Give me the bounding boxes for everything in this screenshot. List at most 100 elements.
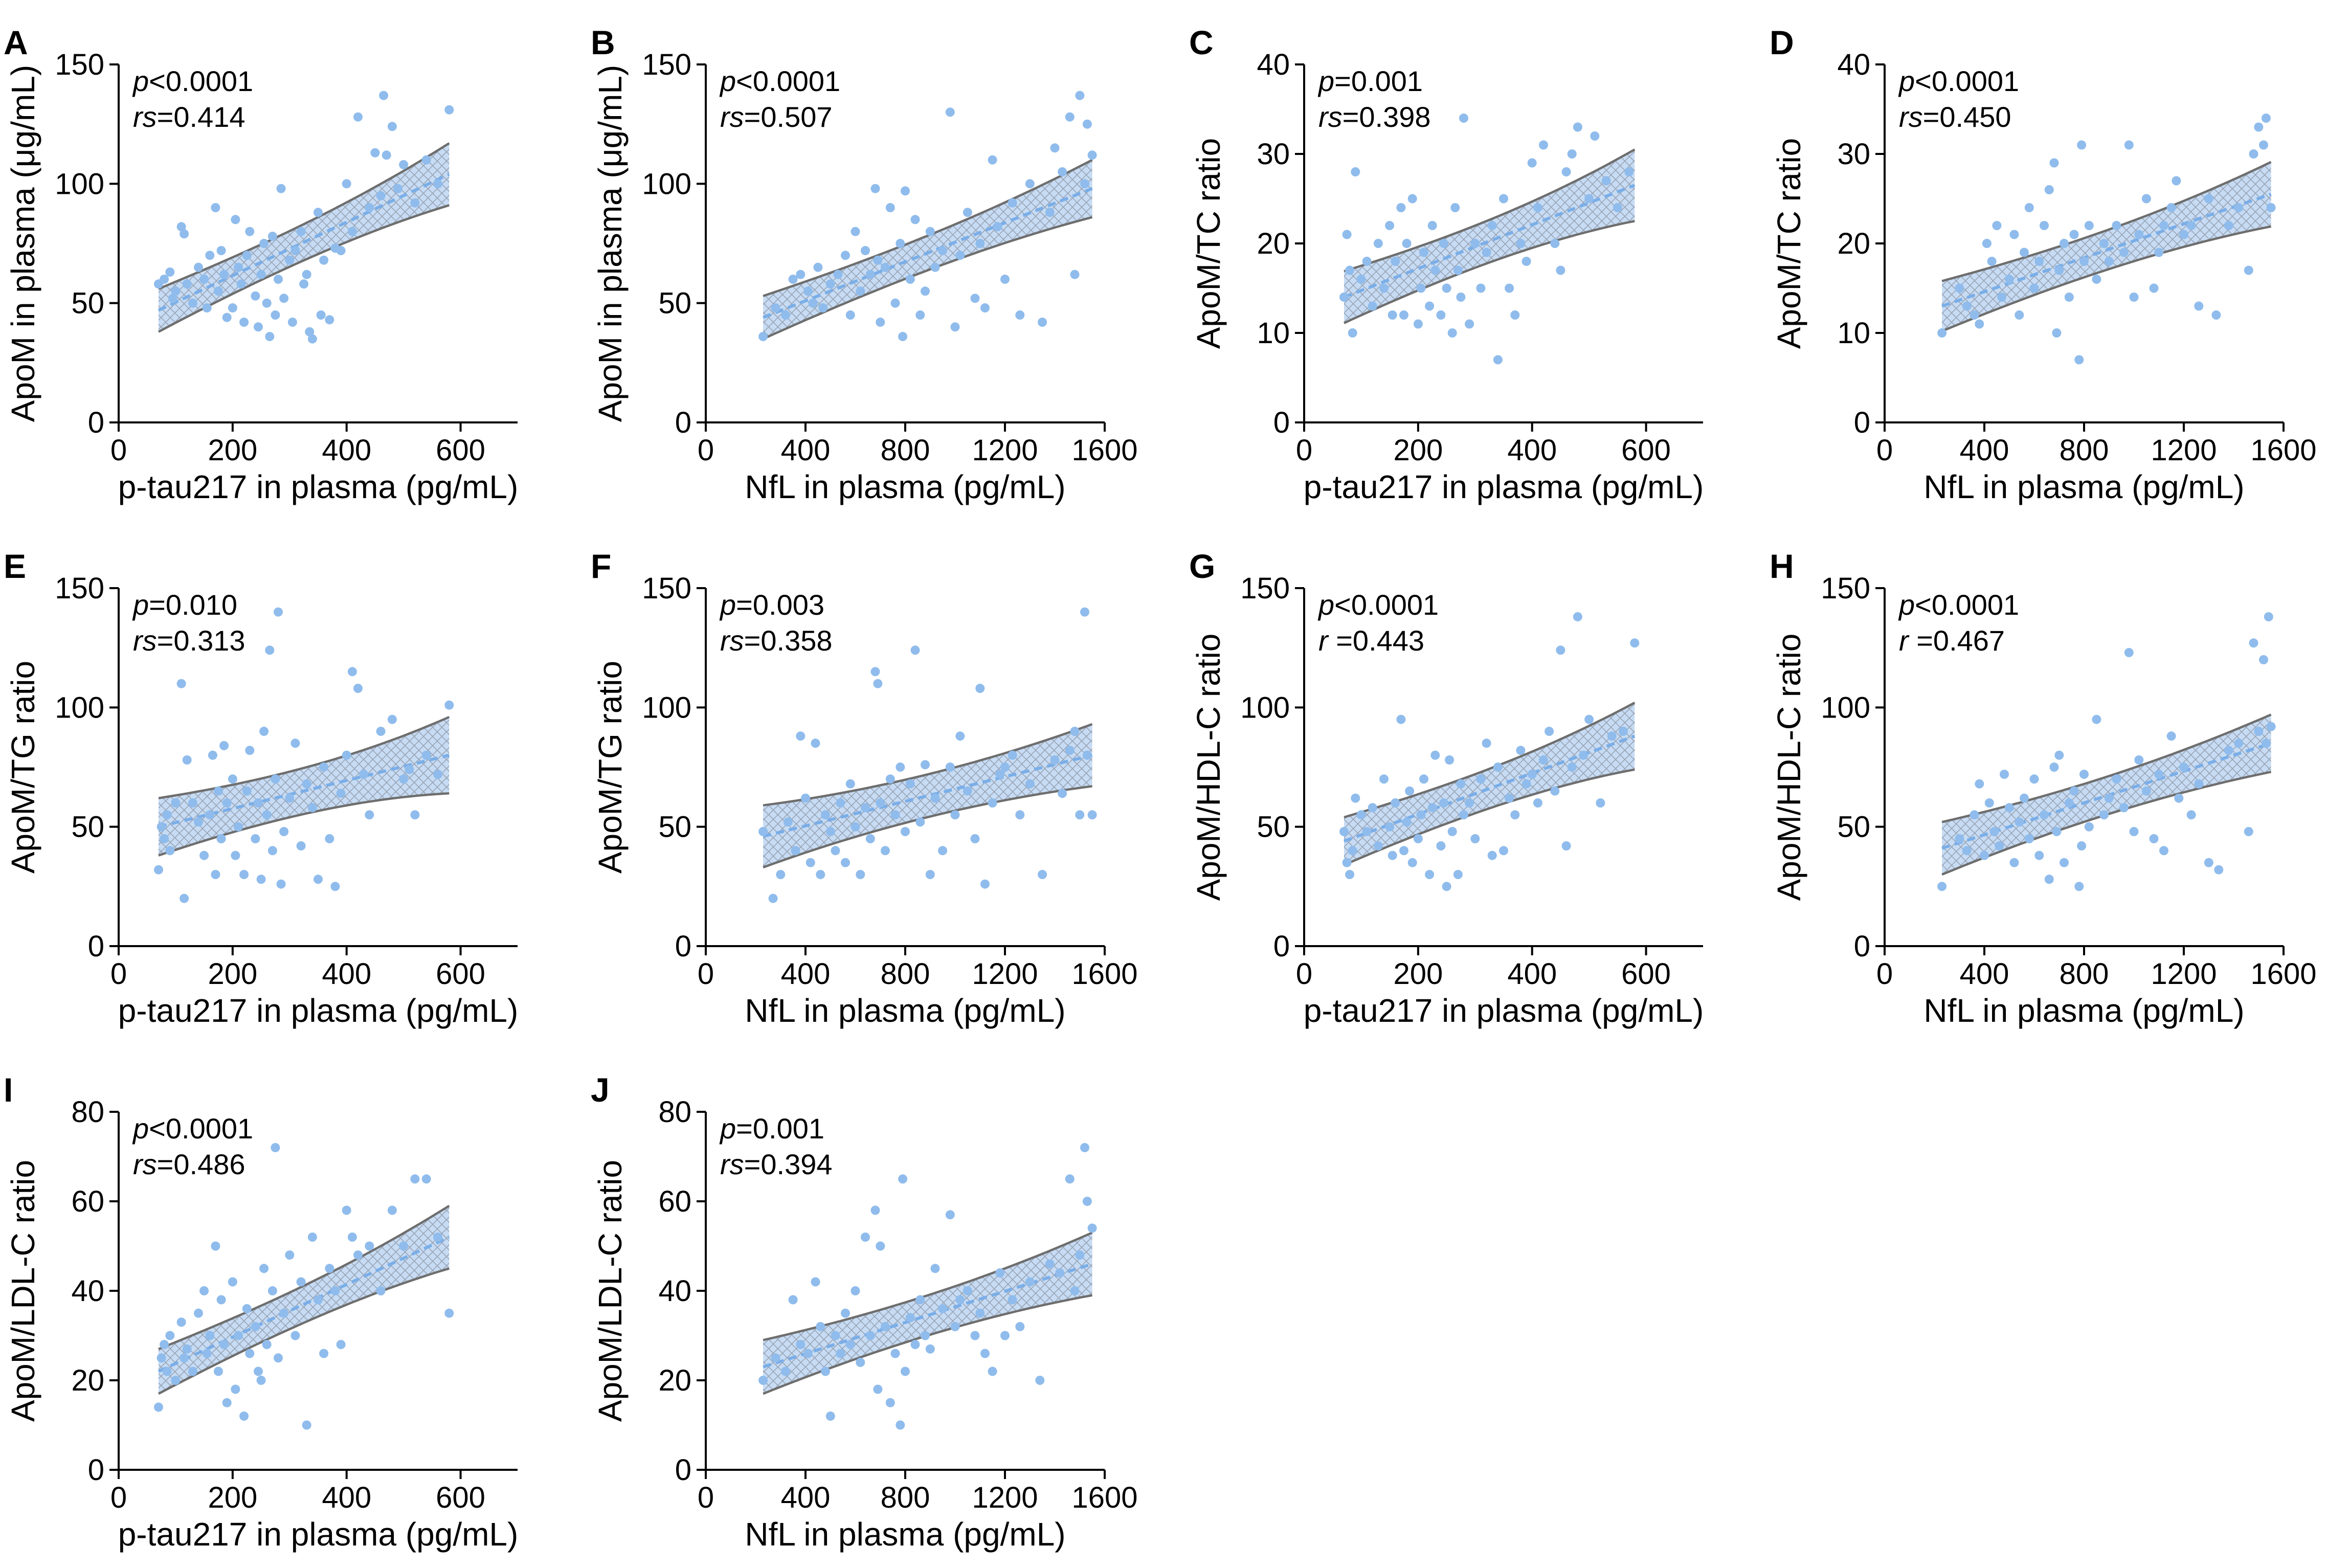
data-point — [988, 1367, 997, 1376]
y-tick-label: 150 — [642, 572, 691, 605]
data-point — [955, 731, 965, 741]
data-point — [2124, 140, 2134, 150]
data-point — [955, 1295, 965, 1305]
data-point — [905, 275, 915, 284]
data-point — [365, 203, 374, 212]
data-point — [910, 1340, 920, 1349]
data-point — [444, 700, 454, 710]
data-point — [231, 1384, 240, 1394]
data-point — [2149, 834, 2159, 843]
x-tick-label: 400 — [322, 434, 371, 467]
data-point — [1447, 827, 1457, 836]
data-point — [276, 184, 286, 193]
data-point — [171, 798, 181, 808]
data-point — [2166, 731, 2176, 741]
data-point — [995, 770, 1005, 779]
y-axis-label: ApoM/LDL-C ratio — [5, 1160, 41, 1422]
data-point — [1339, 293, 1349, 302]
data-point — [841, 251, 850, 260]
x-tick-label: 0 — [698, 957, 714, 991]
data-point — [239, 318, 249, 327]
data-point — [1065, 746, 1075, 755]
data-point — [2099, 810, 2109, 820]
data-point — [1499, 194, 1508, 204]
data-point — [433, 770, 442, 779]
coef-value-text: =0.443 — [1328, 624, 1424, 657]
correlation-coefficient: rs=0.450 — [1899, 101, 2011, 133]
data-point — [1008, 750, 1017, 760]
x-axis-label: NfL in plasma (pg/mL) — [1923, 468, 2244, 505]
data-point — [1015, 310, 1025, 320]
data-point — [1533, 798, 1542, 808]
y-tick-label: 50 — [71, 811, 104, 844]
ci-upper-line — [763, 723, 1093, 807]
data-point — [2179, 230, 2188, 239]
data-point — [1000, 275, 1010, 284]
data-point — [975, 1308, 985, 1318]
data-point — [2054, 265, 2064, 275]
data-point — [2074, 882, 2084, 891]
data-point — [831, 846, 840, 856]
data-point — [885, 1398, 895, 1407]
data-point — [975, 239, 985, 248]
data-point — [1368, 301, 1377, 311]
data-point — [1405, 786, 1415, 796]
data-point — [2040, 221, 2049, 230]
data-point — [2124, 648, 2134, 657]
data-point — [254, 798, 263, 808]
data-point — [421, 1174, 431, 1184]
data-point — [231, 215, 240, 225]
data-point — [1476, 774, 1486, 784]
p-value: p<0.0001 — [1317, 589, 1439, 621]
data-point — [2194, 779, 2204, 789]
data-point — [881, 262, 890, 272]
x-tick-label: 1200 — [972, 434, 1038, 467]
data-point — [1391, 257, 1400, 266]
data-point — [910, 215, 920, 225]
data-point — [1539, 755, 1548, 765]
p-symbol: p — [1898, 589, 1915, 621]
data-point — [1416, 283, 1426, 293]
data-point — [861, 803, 870, 813]
x-axis-label: NfL in plasma (pg/mL) — [745, 468, 1065, 505]
panel-label: F — [591, 547, 611, 585]
data-point — [2119, 803, 2129, 813]
p-value-text: =0.010 — [149, 589, 237, 621]
panel-label: J — [591, 1071, 610, 1109]
x-tick-label: 400 — [1507, 434, 1557, 467]
x-tick-label: 200 — [1393, 434, 1443, 467]
data-point — [796, 731, 806, 741]
p-symbol: p — [1317, 589, 1334, 621]
data-point — [1045, 208, 1055, 217]
x-tick-label: 0 — [1296, 434, 1312, 467]
data-point — [1510, 810, 1520, 820]
correlation-coefficient: rs=0.398 — [1318, 101, 1431, 133]
data-point — [2186, 221, 2196, 230]
data-point — [1035, 1376, 1045, 1385]
y-tick-label: 50 — [1257, 811, 1290, 844]
ci-lower-line — [158, 792, 450, 857]
data-point — [336, 246, 346, 255]
data-point — [896, 239, 905, 248]
confidence-band — [763, 724, 1092, 867]
data-point — [1419, 248, 1428, 257]
data-point — [336, 1340, 346, 1349]
data-point — [768, 893, 778, 903]
data-point — [1499, 846, 1508, 856]
data-point — [1584, 194, 1594, 204]
data-point — [1487, 221, 1497, 230]
p-value-text: <0.0001 — [149, 65, 253, 97]
data-point — [925, 227, 935, 236]
data-point — [856, 870, 865, 879]
data-point — [336, 789, 346, 798]
data-point — [2064, 293, 2074, 302]
x-tick-label: 800 — [2060, 957, 2109, 991]
data-point — [2134, 230, 2144, 239]
data-point — [1396, 714, 1406, 724]
ci-upper-line — [1344, 148, 1636, 273]
data-point — [279, 1308, 289, 1318]
data-point — [1970, 810, 1979, 820]
data-point — [1937, 328, 1947, 338]
y-tick-label: 150 — [55, 572, 104, 605]
data-point — [370, 148, 380, 158]
